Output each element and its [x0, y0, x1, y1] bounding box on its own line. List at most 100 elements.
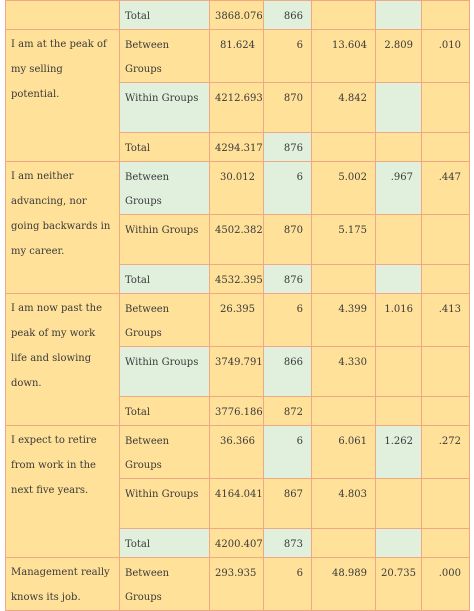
sig-value	[421, 478, 470, 529]
mean-square	[311, 528, 376, 558]
f-value	[375, 346, 422, 397]
f-value: 20.735	[375, 557, 422, 611]
source-label: Between Groups	[119, 425, 210, 479]
sum-of-squares: 4532.395	[209, 264, 264, 294]
item-description: Management really knows its job.	[5, 557, 120, 611]
sig-value	[421, 346, 470, 397]
f-value	[375, 528, 422, 558]
mean-square: 4.399	[311, 293, 376, 347]
df-value: 870	[263, 214, 312, 265]
f-value	[375, 0, 422, 30]
source-label: Within Groups	[119, 214, 210, 265]
source-label: Between Groups	[119, 557, 210, 611]
table-row: Total 4294.317 876	[6, 132, 470, 162]
sum-of-squares: 4200.407	[209, 528, 264, 558]
mean-square: 6.061	[311, 425, 376, 479]
sig-value: .413	[421, 293, 470, 347]
df-value: 867	[263, 478, 312, 529]
description-cell	[5, 0, 120, 30]
anova-table-container: Total 3868.076 866 I am at the peak of m…	[5, 0, 470, 611]
mean-square: 13.604	[311, 29, 376, 83]
df-value: 6	[263, 29, 312, 83]
table-row: Within Groups 3749.791 866 4.330	[6, 346, 470, 397]
sum-of-squares: 30.012	[209, 161, 264, 215]
mean-square	[311, 0, 376, 30]
sig-value	[421, 0, 470, 30]
source-label: Between Groups	[119, 161, 210, 215]
mean-square: 48.989	[311, 557, 376, 611]
sig-value	[421, 396, 470, 426]
item-description: I expect to retire from work in the next…	[5, 425, 120, 558]
mean-square	[311, 396, 376, 426]
table-row: Within Groups 4164.041 867 4.803	[6, 478, 470, 529]
source-label: Within Groups	[119, 82, 210, 133]
sum-of-squares: 3868.076	[209, 0, 264, 30]
source-label: Between Groups	[119, 293, 210, 347]
source-label: Within Groups	[119, 478, 210, 529]
df-value: 873	[263, 528, 312, 558]
source-label: Total	[119, 0, 210, 30]
mean-square	[311, 264, 376, 294]
item-description: I am neither advancing, nor going backwa…	[5, 161, 120, 294]
table-row: Total 3868.076 866	[5, 0, 470, 30]
df-value: 872	[263, 396, 312, 426]
sum-of-squares: 293.935	[209, 557, 264, 611]
f-value	[375, 478, 422, 529]
mean-square: 4.330	[311, 346, 376, 397]
table-row: Management really knows its job. Between…	[5, 557, 470, 611]
mean-square: 5.175	[311, 214, 376, 265]
f-value	[375, 396, 422, 426]
sig-value: .272	[421, 425, 470, 479]
f-value	[375, 264, 422, 294]
item-description: I am at the peak of my selling potential…	[5, 29, 120, 162]
df-value: 870	[263, 82, 312, 133]
sig-value	[421, 214, 470, 265]
source-label: Total	[119, 264, 210, 294]
df-value: 876	[263, 264, 312, 294]
df-value: 876	[263, 132, 312, 162]
sig-value: .447	[421, 161, 470, 215]
sum-of-squares: 4502.382	[209, 214, 264, 265]
table-row: Total 4532.395 876	[6, 264, 470, 294]
sum-of-squares: 26.395	[209, 293, 264, 347]
f-value: .967	[375, 161, 422, 215]
mean-square: 4.803	[311, 478, 376, 529]
source-label: Total	[119, 132, 210, 162]
table-row: I am neither advancing, nor going backwa…	[5, 161, 470, 294]
mean-square	[311, 132, 376, 162]
table-row: Within Groups 4502.382 870 5.175	[6, 214, 470, 265]
sum-of-squares: 4212.693	[209, 82, 264, 133]
source-label: Total	[119, 528, 210, 558]
sig-value: .010	[421, 29, 470, 83]
sum-of-squares: 36.366	[209, 425, 264, 479]
sum-of-squares: 4164.041	[209, 478, 264, 529]
f-value: 1.016	[375, 293, 422, 347]
mean-square: 5.002	[311, 161, 376, 215]
table-row: Within Groups 4212.693 870 4.842	[6, 82, 470, 133]
df-value: 6	[263, 293, 312, 347]
df-value: 6	[263, 425, 312, 479]
sum-of-squares: 4294.317	[209, 132, 264, 162]
sum-of-squares: 3749.791	[209, 346, 264, 397]
sig-value	[421, 82, 470, 133]
sig-value	[421, 132, 470, 162]
f-value: 1.262	[375, 425, 422, 479]
sig-value	[421, 528, 470, 558]
df-value: 6	[263, 557, 312, 611]
sum-of-squares: 3776.186	[209, 396, 264, 426]
item-description: I am now past the peak of my work life a…	[5, 293, 120, 426]
mean-square: 4.842	[311, 82, 376, 133]
table-row: I am now past the peak of my work life a…	[5, 293, 470, 426]
table-row: Total 4200.407 873	[6, 528, 470, 558]
table-row: I am at the peak of my selling potential…	[5, 29, 470, 162]
anova-table: Total 3868.076 866 I am at the peak of m…	[5, 0, 470, 611]
table-row: Total 3776.186 872	[6, 396, 470, 426]
sig-value: .000	[421, 557, 470, 611]
df-value: 866	[263, 346, 312, 397]
source-label: Within Groups	[119, 346, 210, 397]
f-value	[375, 82, 422, 133]
source-label: Total	[119, 396, 210, 426]
f-value: 2.809	[375, 29, 422, 83]
df-value: 6	[263, 161, 312, 215]
f-value	[375, 214, 422, 265]
